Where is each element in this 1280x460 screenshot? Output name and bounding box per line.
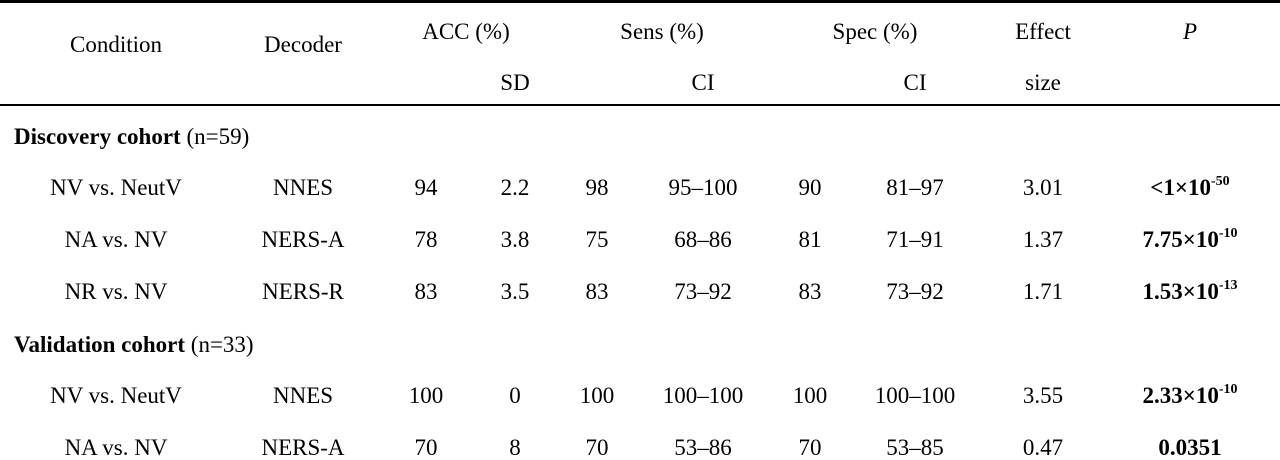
header-effect-line1: Effect xyxy=(1015,19,1071,44)
cell-acc: 70 xyxy=(414,435,438,460)
cell-decoder: NERS-R xyxy=(262,279,344,304)
cell-p-value: 1.53×10-13 xyxy=(1142,278,1238,304)
p-base: 1.53×10 xyxy=(1142,279,1219,304)
header-decoder: Decoder xyxy=(264,32,342,57)
header-acc: ACC (%) xyxy=(422,19,510,44)
cell-condition: NV vs. NeutV xyxy=(50,175,182,200)
cell-sens: 70 xyxy=(585,435,609,460)
cell-sens: 83 xyxy=(585,279,609,304)
header-p: P xyxy=(1182,19,1198,44)
cell-acc: 83 xyxy=(414,279,438,304)
cell-spec: 100 xyxy=(792,383,828,408)
cell-decoder: NNES xyxy=(272,175,334,200)
cell-spec-ci: 53–85 xyxy=(886,435,944,460)
cell-sens-ci: 68–86 xyxy=(674,227,732,252)
cell-sens-ci: 100–100 xyxy=(662,383,744,408)
header-sens: Sens (%) xyxy=(620,19,704,44)
section-title: Discovery cohort xyxy=(14,124,181,149)
cell-effect: 1.71 xyxy=(1022,279,1064,304)
cell-spec-ci: 71–91 xyxy=(886,227,944,252)
table-header-rule xyxy=(0,104,1280,106)
cell-spec: 81 xyxy=(798,227,822,252)
cell-acc: 94 xyxy=(414,175,438,200)
cell-sd: 2.2 xyxy=(500,175,530,200)
cell-p-value: <1×10-50 xyxy=(1150,174,1230,200)
p-exponent: -13 xyxy=(1218,278,1238,293)
cell-p-value: 7.75×10-10 xyxy=(1142,226,1238,252)
cell-decoder: NERS-A xyxy=(261,227,345,252)
header-condition: Condition xyxy=(69,32,163,57)
cell-sd: 3.5 xyxy=(500,279,530,304)
cell-acc: 100 xyxy=(408,383,444,408)
cell-spec: 83 xyxy=(798,279,822,304)
cell-effect: 1.37 xyxy=(1022,227,1064,252)
p-exponent: -10 xyxy=(1218,226,1238,241)
cell-condition: NA vs. NV xyxy=(64,435,168,460)
section-n: (n=33) xyxy=(190,332,254,357)
cell-decoder: NERS-A xyxy=(261,435,345,460)
cell-sens-ci: 53–86 xyxy=(674,435,732,460)
cell-effect: 0.47 xyxy=(1022,435,1064,460)
p-base: 0.0351 xyxy=(1158,435,1222,460)
cell-condition: NR vs. NV xyxy=(64,279,168,304)
cell-sens: 75 xyxy=(585,227,609,252)
cell-sd: 3.8 xyxy=(500,227,530,252)
p-exponent: -10 xyxy=(1218,382,1238,397)
cell-sens: 100 xyxy=(579,383,615,408)
cell-acc: 78 xyxy=(414,227,438,252)
header-sens-ci: CI xyxy=(691,70,715,95)
cell-p-value: 2.33×10-10 xyxy=(1142,382,1238,408)
cell-effect: 3.55 xyxy=(1022,383,1064,408)
cell-effect: 3.01 xyxy=(1022,175,1064,200)
cell-decoder: NNES xyxy=(272,383,334,408)
cell-sd: 8 xyxy=(509,435,521,460)
cell-sens: 98 xyxy=(585,175,609,200)
cell-p-value: 0.0351 xyxy=(1158,436,1221,459)
section-title: Validation cohort xyxy=(14,332,186,357)
cell-spec-ci: 100–100 xyxy=(874,383,956,408)
cell-condition: NA vs. NV xyxy=(64,227,168,252)
header-effect-line2: size xyxy=(1025,70,1061,95)
p-exponent: -50 xyxy=(1211,174,1230,189)
header-spec: Spec (%) xyxy=(832,19,918,44)
section-heading-validation: Validation cohort (n=33) xyxy=(14,333,254,356)
p-base: 7.75×10 xyxy=(1142,227,1219,252)
cell-spec-ci: 73–92 xyxy=(886,279,944,304)
section-heading-discovery: Discovery cohort (n=59) xyxy=(14,125,249,148)
cell-sens-ci: 73–92 xyxy=(674,279,732,304)
section-n: (n=59) xyxy=(186,124,250,149)
header-acc-sd: SD xyxy=(500,70,530,95)
cell-sd: 0 xyxy=(509,383,521,408)
cell-spec: 70 xyxy=(798,435,822,460)
header-spec-ci: CI xyxy=(903,70,927,95)
cell-spec: 90 xyxy=(798,175,822,200)
cell-condition: NV vs. NeutV xyxy=(50,383,182,408)
p-base: 2.33×10 xyxy=(1142,383,1219,408)
cell-spec-ci: 81–97 xyxy=(886,175,944,200)
table-top-rule xyxy=(0,0,1280,3)
cell-sens-ci: 95–100 xyxy=(668,175,738,200)
p-base: <1×10 xyxy=(1150,175,1212,200)
